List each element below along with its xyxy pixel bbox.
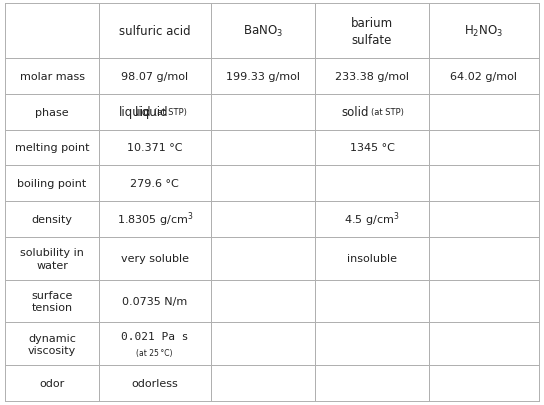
Text: H$_2$NO$_3$: H$_2$NO$_3$ [464,24,504,39]
Text: 98.07 g/mol: 98.07 g/mol [121,72,188,82]
Text: surface
tension: surface tension [32,290,73,313]
Text: 10.371 °C: 10.371 °C [127,143,182,153]
Text: density: density [32,215,72,224]
Text: barium
sulfate: barium sulfate [351,17,393,47]
Text: BaNO$_3$: BaNO$_3$ [243,24,283,39]
Text: 233.38 g/mol: 233.38 g/mol [335,72,409,82]
Text: odorless: odorless [131,378,178,388]
Text: phase: phase [35,107,69,117]
Text: 279.6 °C: 279.6 °C [131,179,179,189]
Text: very soluble: very soluble [121,254,189,264]
Text: solubility in
water: solubility in water [20,247,84,270]
Text: (at 25 °C): (at 25 °C) [137,348,173,357]
Text: 4.5 g/cm$^3$: 4.5 g/cm$^3$ [344,210,400,229]
Text: sulfuric acid: sulfuric acid [119,25,190,38]
Text: molar mass: molar mass [20,72,84,82]
Text: solid: solid [342,106,369,119]
Text: melting point: melting point [15,143,89,153]
Text: boiling point: boiling point [17,179,86,189]
Text: (at STP): (at STP) [371,108,404,117]
Text: (at STP): (at STP) [153,108,187,117]
Text: 64.02 g/mol: 64.02 g/mol [450,72,517,82]
Text: insoluble: insoluble [347,254,397,264]
Text: 0.021 Pa s: 0.021 Pa s [121,331,188,341]
Text: dynamic
viscosity: dynamic viscosity [28,333,76,355]
Text: 1.8305 g/cm$^3$: 1.8305 g/cm$^3$ [116,210,193,229]
Text: 199.33 g/mol: 199.33 g/mol [226,72,300,82]
Text: 1345 °C: 1345 °C [350,143,394,153]
Text: 0.0735 N/m: 0.0735 N/m [122,296,187,306]
Text: liquid: liquid [119,106,152,119]
Text: odor: odor [40,378,65,388]
Text: liquid  ​: liquid ​ [135,106,175,119]
